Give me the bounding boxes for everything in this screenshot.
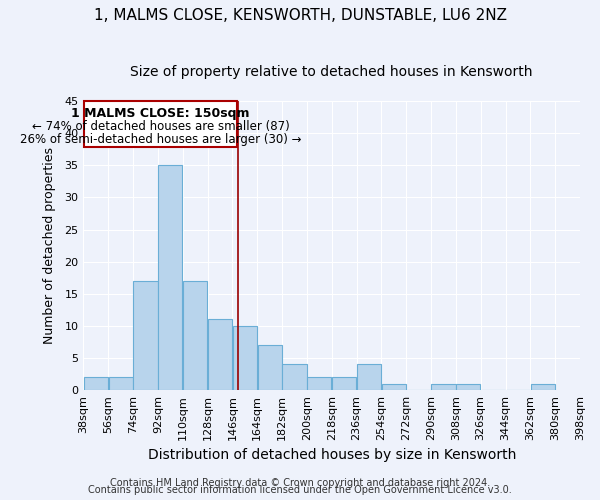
Bar (257, 345, 282, 390)
Bar (133, 281, 158, 390)
X-axis label: Distribution of detached houses by size in Kensworth: Distribution of detached houses by size … (148, 448, 516, 462)
Y-axis label: Number of detached properties: Number of detached properties (43, 147, 56, 344)
Text: 1 MALMS CLOSE: 150sqm: 1 MALMS CLOSE: 150sqm (71, 107, 250, 120)
Bar (283, 364, 307, 390)
Bar (332, 378, 356, 390)
Text: 1, MALMS CLOSE, KENSWORTH, DUNSTABLE, LU6 2NZ: 1, MALMS CLOSE, KENSWORTH, DUNSTABLE, LU… (94, 8, 506, 22)
Bar (183, 281, 207, 390)
Title: Size of property relative to detached houses in Kensworth: Size of property relative to detached ho… (130, 65, 533, 79)
Text: 26% of semi-detached houses are larger (30) →: 26% of semi-detached houses are larger (… (20, 133, 301, 146)
Bar (357, 364, 381, 390)
Text: Contains HM Land Registry data © Crown copyright and database right 2024.: Contains HM Land Registry data © Crown c… (110, 478, 490, 488)
FancyBboxPatch shape (84, 101, 237, 148)
Bar (208, 320, 232, 390)
Bar (109, 378, 133, 390)
Bar (158, 166, 182, 390)
Bar (456, 384, 481, 390)
Bar (530, 384, 555, 390)
Bar (233, 326, 257, 390)
Text: Contains public sector information licensed under the Open Government Licence v3: Contains public sector information licen… (88, 485, 512, 495)
Bar (84, 378, 108, 390)
Bar (382, 384, 406, 390)
Bar (307, 378, 331, 390)
Text: ← 74% of detached houses are smaller (87): ← 74% of detached houses are smaller (87… (32, 120, 290, 134)
Bar (431, 384, 455, 390)
